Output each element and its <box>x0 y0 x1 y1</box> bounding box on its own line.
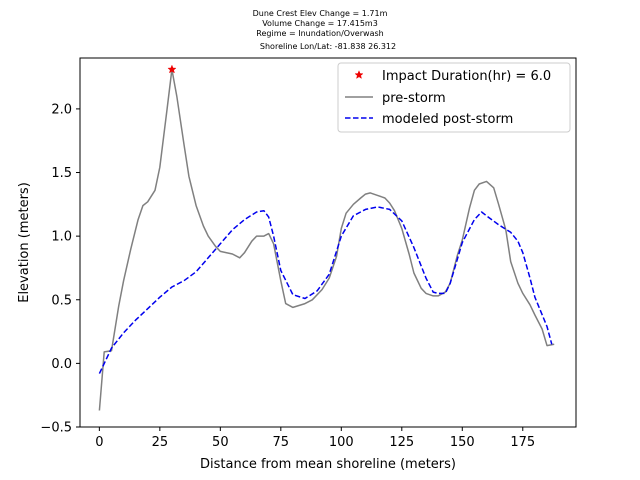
legend-label-post-storm: modeled post-storm <box>382 112 513 127</box>
legend-star-icon <box>354 70 364 79</box>
y-tick-label: −0.5 <box>40 421 72 436</box>
impact-star-marker <box>167 64 177 74</box>
legend-label-marker: Impact Duration(hr) = 6.0 <box>382 69 551 84</box>
x-axis-label: Distance from mean shoreline (meters) <box>200 457 456 472</box>
legend-label-pre-storm: pre-storm <box>382 91 446 106</box>
title-line-3: Regime = Inundation/Overwash <box>256 29 383 38</box>
x-tick-label: 150 <box>450 435 475 450</box>
y-tick-label: 0.5 <box>51 293 72 308</box>
x-axis-ticks: 0 25 50 75 100 125 150 175 <box>95 427 535 450</box>
y-axis-ticks: −0.5 0.0 0.5 1.0 1.5 2.0 <box>40 102 80 436</box>
y-tick-label: 0.0 <box>51 357 72 372</box>
plot-area-frame <box>79 57 577 428</box>
legend: Impact Duration(hr) = 6.0 pre-storm mode… <box>337 62 571 133</box>
y-axis-label: Elevation (meters) <box>17 182 32 303</box>
y-tick-label: 2.0 <box>51 102 72 117</box>
series-line-post-storm <box>98 206 553 374</box>
title-line-4: Shoreline Lon/Lat: -81.838 26.312 <box>260 42 396 51</box>
x-tick-label: 0 <box>95 435 103 450</box>
marker-layer <box>167 64 177 74</box>
y-tick-label: 1.0 <box>51 230 72 245</box>
legend-star-marker <box>354 70 364 79</box>
x-tick-label: 50 <box>212 435 229 450</box>
x-tick-label: 75 <box>273 435 290 450</box>
title-line-1: Dune Crest Elev Change = 1.71m <box>253 9 388 18</box>
legend-box <box>337 62 571 133</box>
x-tick-label: 175 <box>510 435 535 450</box>
x-tick-label: 25 <box>152 435 169 450</box>
title-line-2: Volume Change = 17.415m3 <box>262 19 378 28</box>
y-tick-label: 1.5 <box>51 166 72 181</box>
x-tick-label: 100 <box>329 435 354 450</box>
x-tick-label: 125 <box>389 435 414 450</box>
chart-title: Dune Crest Elev Change = 1.71m Volume Ch… <box>253 9 396 51</box>
